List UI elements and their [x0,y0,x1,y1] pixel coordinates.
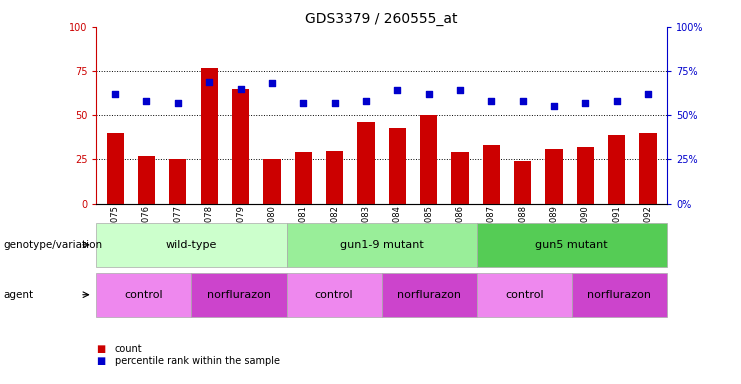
Bar [287,223,476,267]
Point [454,88,466,94]
Text: gun1-9 mutant: gun1-9 mutant [339,240,424,250]
Text: norflurazon: norflurazon [588,290,651,300]
Bar [232,89,249,204]
Point [266,80,278,86]
Point [141,98,153,104]
Text: ■: ■ [96,344,105,354]
Bar [191,273,287,317]
Bar [96,223,287,267]
Bar [451,152,468,204]
Point [516,98,528,104]
Bar [357,122,374,204]
Bar [514,161,531,204]
Bar [482,145,500,204]
Point [235,86,247,92]
Bar [545,149,562,204]
Text: GDS3379 / 260555_at: GDS3379 / 260555_at [305,12,458,25]
Text: genotype/variation: genotype/variation [4,240,103,250]
Point [611,98,622,104]
Text: norflurazon: norflurazon [207,290,271,300]
Text: percentile rank within the sample: percentile rank within the sample [115,356,280,366]
Text: control: control [124,290,163,300]
Point [172,100,184,106]
Text: control: control [505,290,544,300]
Bar [572,273,667,317]
Text: count: count [115,344,142,354]
Text: wild-type: wild-type [166,240,217,250]
Bar [169,159,187,204]
Text: control: control [315,290,353,300]
Point [485,98,497,104]
Point [391,88,403,94]
Text: agent: agent [4,290,34,300]
Bar [96,273,191,317]
Text: norflurazon: norflurazon [397,290,461,300]
Bar [382,273,476,317]
Point [329,100,341,106]
Bar [287,273,382,317]
Bar [263,159,281,204]
Bar [295,152,312,204]
Text: ■: ■ [96,356,105,366]
Bar [138,156,155,204]
Bar [326,151,343,204]
Point [109,91,121,97]
Point [297,100,309,106]
Bar [608,135,625,204]
Bar [420,115,437,204]
Text: gun5 mutant: gun5 mutant [536,240,608,250]
Bar [476,223,667,267]
Point [422,91,434,97]
Bar [107,133,124,204]
Bar [639,133,657,204]
Bar [201,68,218,204]
Point [548,103,560,109]
Bar [389,127,406,204]
Point [642,91,654,97]
Point [579,100,591,106]
Point [203,79,215,85]
Bar [476,273,572,317]
Point [360,98,372,104]
Bar [576,147,594,204]
